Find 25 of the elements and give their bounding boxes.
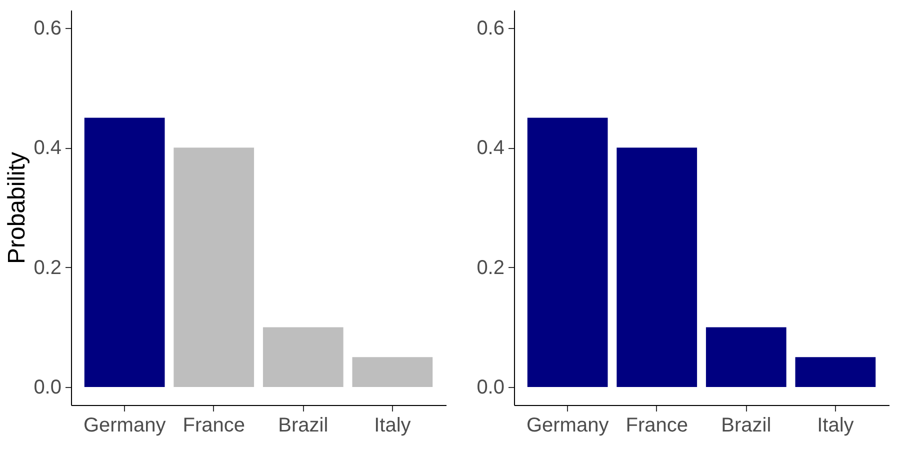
x-tick-label: Brazil <box>278 414 328 436</box>
x-tick-label: France <box>626 414 688 436</box>
y-tick-label: 0.2 <box>34 256 62 279</box>
x-tick-label: Germany <box>526 414 609 436</box>
x-tick-label: Italy <box>817 414 854 436</box>
y-tick-label: 0.0 <box>34 376 62 399</box>
bar <box>352 357 433 388</box>
y-tick-label: 0.2 <box>476 256 504 279</box>
bar <box>616 148 698 388</box>
x-tick-label: Germany <box>83 414 166 436</box>
y-tick-label: 0.6 <box>34 17 62 40</box>
y-tick-label: 0.4 <box>476 137 504 160</box>
bar <box>174 148 254 388</box>
bar <box>706 327 786 388</box>
y-axis-title: Probability <box>4 152 31 264</box>
y-tick-label: 0.6 <box>476 17 504 40</box>
y-tick-label: 0.0 <box>476 376 504 399</box>
x-tick-label: Italy <box>374 414 411 436</box>
bar <box>262 327 344 388</box>
x-tick-label: Brazil <box>721 414 772 436</box>
y-tick-label: 0.4 <box>34 137 62 160</box>
bar <box>84 118 165 388</box>
bar <box>527 118 608 388</box>
bar <box>795 357 876 388</box>
x-tick-label: France <box>182 414 245 436</box>
